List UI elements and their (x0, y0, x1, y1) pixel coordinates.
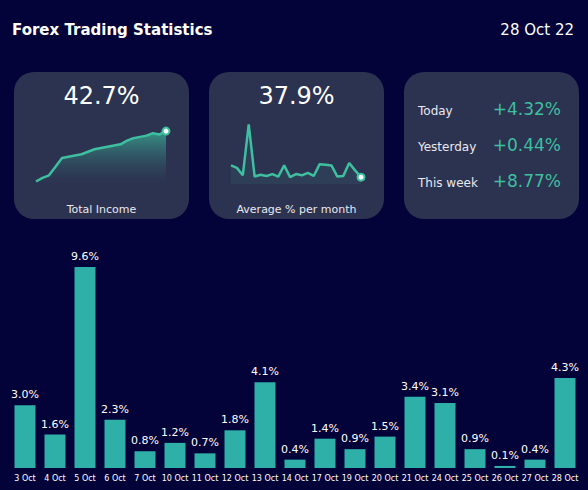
svg-text:3.1%: 3.1% (431, 386, 459, 399)
svg-text:14 Oct: 14 Oct (282, 474, 309, 483)
svg-text:0.9%: 0.9% (341, 432, 369, 445)
svg-text:25 Oct: 25 Oct (462, 474, 489, 483)
svg-text:26 Oct: 26 Oct (492, 474, 519, 483)
html-text:Today: Today (418, 104, 453, 118)
svg-text:11 Oct: 11 Oct (192, 474, 219, 483)
svg-text:2.3%: 2.3% (101, 403, 129, 416)
svg-text:9.6%: 9.6% (71, 250, 99, 263)
svg-text:24 Oct: 24 Oct (432, 474, 459, 483)
svg-text:4 Oct: 4 Oct (44, 474, 65, 483)
svg-text:20 Oct: 20 Oct (372, 474, 399, 483)
svg-text:1.6%: 1.6% (41, 418, 69, 431)
svg-text:1.5%: 1.5% (371, 420, 399, 433)
html-text:+8.77%: +8.77% (492, 171, 561, 191)
html-text:This week: This week (418, 176, 478, 190)
svg-text:3.4%: 3.4% (401, 380, 429, 393)
html-text:+0.44%: +0.44% (492, 135, 561, 155)
svg-text:1.2%: 1.2% (161, 426, 189, 439)
svg-text:28 Oct: 28 Oct (552, 474, 579, 483)
svg-text:0.4%: 0.4% (281, 443, 309, 456)
html-text:Total Income: Total Income (66, 203, 137, 216)
svg-text:17 Oct: 17 Oct (312, 474, 339, 483)
svg-text:0.4%: 0.4% (521, 443, 549, 456)
html-text:42.7%: 42.7% (63, 82, 140, 110)
svg-text:3 Oct: 3 Oct (14, 474, 35, 483)
svg-text:21 Oct: 21 Oct (402, 474, 429, 483)
svg-text:4.3%: 4.3% (551, 361, 579, 374)
svg-text:1.4%: 1.4% (311, 422, 339, 435)
svg-text:12 Oct: 12 Oct (222, 474, 249, 483)
html-text:+4.32%: +4.32% (492, 99, 561, 119)
svg-text:10 Oct: 10 Oct (162, 474, 189, 483)
svg-text:0.9%: 0.9% (461, 432, 489, 445)
svg-text:6 Oct: 6 Oct (104, 474, 125, 483)
svg-text:19 Oct: 19 Oct (342, 474, 369, 483)
svg-text:0.8%: 0.8% (131, 434, 159, 447)
svg-text:5 Oct: 5 Oct (74, 474, 95, 483)
svg-text:27 Oct: 27 Oct (522, 474, 549, 483)
svg-text:0.7%: 0.7% (191, 436, 219, 449)
html-text:Forex Trading Statistics: Forex Trading Statistics (12, 21, 213, 39)
svg-text:7 Oct: 7 Oct (134, 474, 155, 483)
svg-text:3.0%: 3.0% (11, 388, 39, 401)
svg-text:4.1%: 4.1% (251, 365, 279, 378)
html-text:28 Oct 22: 28 Oct 22 (500, 21, 574, 39)
svg-text:0.1%: 0.1% (491, 449, 519, 462)
svg-text:13 Oct: 13 Oct (252, 474, 279, 483)
svg-text:1.8%: 1.8% (221, 413, 249, 426)
html-text:37.9%: 37.9% (258, 82, 335, 110)
html-text:Yesterday: Yesterday (418, 140, 477, 154)
html-text:Average % per month: Average % per month (236, 203, 357, 216)
